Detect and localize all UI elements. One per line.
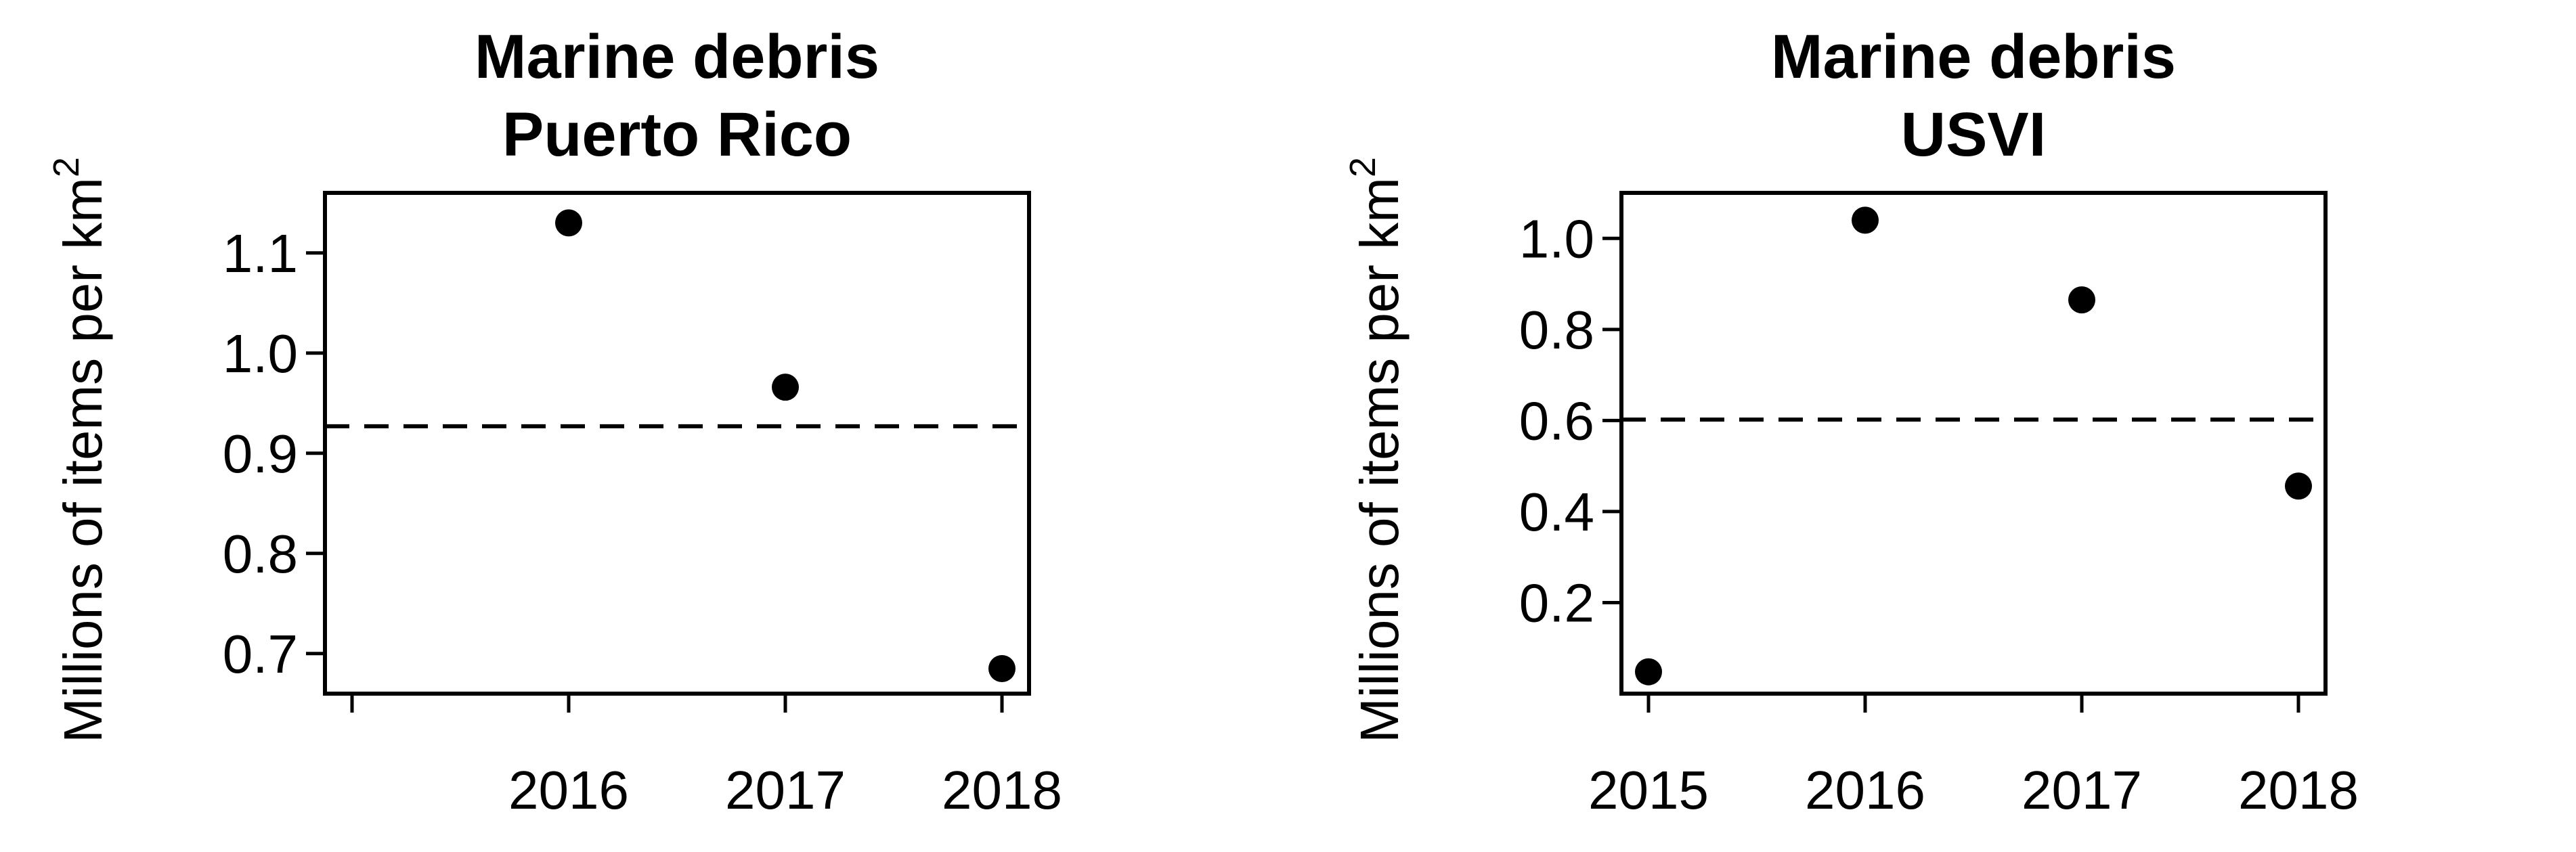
y-tick-label: 1.1 xyxy=(223,223,298,284)
chart-title-line-1: Marine debris xyxy=(1771,22,2176,91)
data-point-2016 xyxy=(1852,206,1879,234)
y-axis-label: Millions of items per km2 xyxy=(46,157,113,743)
y-axis-label-text: Millions of items per km xyxy=(1349,177,1410,743)
y-tick-label: 0.4 xyxy=(1519,482,1594,542)
x-tick-label: 2017 xyxy=(2022,760,2142,820)
y-tick-label: 1.0 xyxy=(223,323,298,384)
y-axis-label-text: Millions of items per km xyxy=(53,177,113,743)
data-point-2017 xyxy=(2068,286,2095,314)
x-tick-label: 2018 xyxy=(2238,760,2359,820)
y-tick-label: 1.0 xyxy=(1519,208,1594,269)
x-tick-label: 2015 xyxy=(1588,760,1709,820)
chart-panel-2: Marine debris USVI 0.2 0.4 0.6 0.8 1.0 2015 2016… xyxy=(1342,22,2359,820)
data-point-2017 xyxy=(772,374,799,401)
y-axis-label-superscript: 2 xyxy=(1342,157,1383,177)
y-axis-label-superscript: 2 xyxy=(46,157,87,177)
y-axis-label: Millions of items per km2 xyxy=(1342,157,1410,743)
y-tick-label: 0.8 xyxy=(1519,300,1594,360)
chart-title-line-2: Puerto Rico xyxy=(502,100,852,169)
y-tick-label: 0.7 xyxy=(223,624,298,684)
data-point-2016 xyxy=(555,209,582,237)
chart-panel-1: Marine debris Puerto Rico 0.7 0.8 0.9 1.0 1.1 2… xyxy=(46,22,1062,820)
y-tick-label: 0.8 xyxy=(223,524,298,584)
chart-title-line-2: USVI xyxy=(1901,100,2047,169)
plot-frame xyxy=(1619,191,2328,696)
data-point-2015 xyxy=(1635,658,1662,686)
data-point-2018 xyxy=(2285,472,2312,500)
x-tick-label: 2017 xyxy=(725,760,846,820)
y-tick-label: 0.6 xyxy=(1519,390,1594,451)
data-point-2018 xyxy=(988,655,1016,682)
y-tick-label: 0.9 xyxy=(223,424,298,484)
x-tick-label: 2016 xyxy=(508,760,629,820)
chart-title-line-1: Marine debris xyxy=(475,22,879,91)
x-tick-label: 2016 xyxy=(1805,760,1925,820)
y-tick-label: 0.2 xyxy=(1519,573,1594,633)
x-tick-label: 2018 xyxy=(942,760,1062,820)
plot-frame xyxy=(323,191,1031,696)
